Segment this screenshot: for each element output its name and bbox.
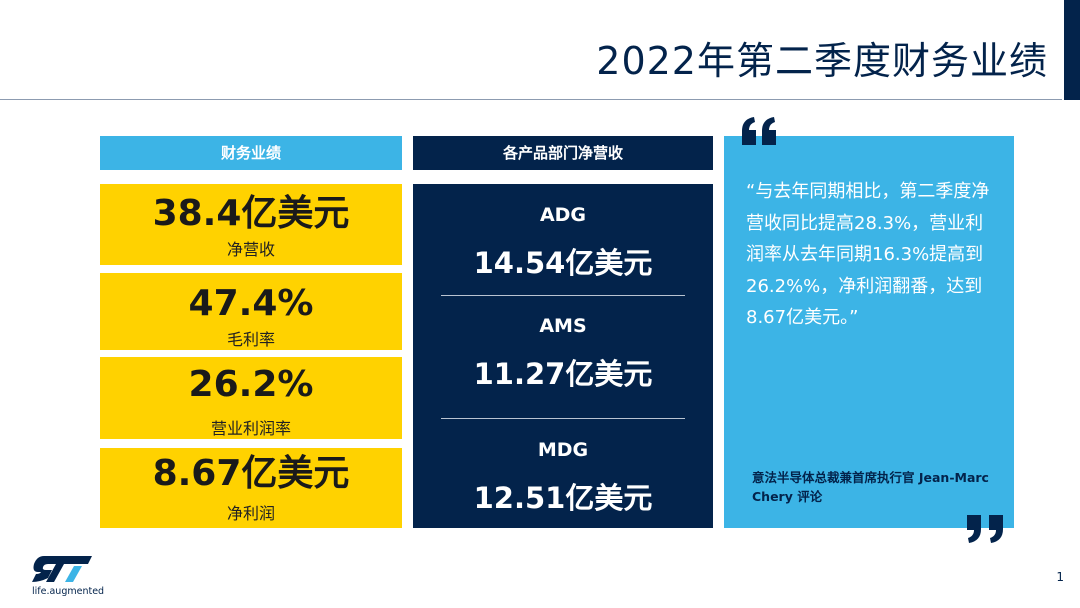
segment-ams: AMS 11.27亿美元: [413, 315, 713, 393]
tagline: life.augmented: [32, 586, 105, 597]
title-divider: [0, 99, 1062, 100]
open-quote-icon: [740, 115, 780, 151]
kpi-value: 8.67亿美元: [152, 453, 350, 494]
title-bar: 2022年第二季度财务业绩: [0, 0, 1080, 100]
segment-revenue-header: 各产品部门净营收: [413, 136, 713, 170]
kpi-value: 47.4%: [188, 283, 314, 324]
segment-mdg: MDG 12.51亿美元: [413, 439, 713, 517]
kpi-value: 38.4亿美元: [152, 193, 350, 234]
segment-revenue-panel: ADG 14.54亿美元 AMS 11.27亿美元 MDG 12.51亿美元: [413, 184, 713, 528]
kpi-card-operating-margin: 26.2% 营业利润率: [100, 357, 402, 439]
kpi-value: 26.2%: [188, 364, 314, 405]
segment-adg: ADG 14.54亿美元: [413, 204, 713, 282]
quote-text: “与去年同期相比，第二季度净营收同比提高28.3%，营业利润率从去年同期16.3…: [746, 181, 990, 328]
financial-results-header: 财务业绩: [100, 136, 402, 170]
segment-value: 12.51亿美元: [473, 481, 653, 515]
kpi-card-gross-margin: 47.4% 毛利率: [100, 273, 402, 350]
kpi-card-net-income: 8.67亿美元 净利润: [100, 448, 402, 528]
segment-value: 14.54亿美元: [473, 246, 653, 280]
kpi-label: 净营收: [226, 240, 275, 259]
page-title: 2022年第二季度财务业绩: [596, 39, 1048, 83]
quote-panel: “与去年同期相比，第二季度净营收同比提高28.3%，营业利润率从去年同期16.3…: [724, 136, 1014, 528]
kpi-card-net-revenue: 38.4亿美元 净营收: [100, 184, 402, 265]
segment-name: MDG: [537, 439, 589, 461]
st-logo-icon: [30, 553, 100, 589]
segment-divider: [441, 418, 685, 419]
title-accent-bar: [1064, 0, 1080, 100]
kpi-label: 毛利率: [226, 330, 275, 349]
segment-name: ADG: [539, 204, 587, 226]
close-quote-icon: [965, 513, 1007, 549]
quote-attribution: 意法半导体总裁兼首席执行官 Jean-Marc Chery 评论: [752, 470, 989, 504]
segment-value: 11.27亿美元: [473, 357, 653, 391]
segment-divider: [441, 295, 685, 296]
segment-name: AMS: [539, 315, 587, 337]
page-number: 1: [1056, 570, 1064, 584]
kpi-label: 营业利润率: [210, 419, 291, 438]
kpi-label: 净利润: [226, 504, 275, 523]
